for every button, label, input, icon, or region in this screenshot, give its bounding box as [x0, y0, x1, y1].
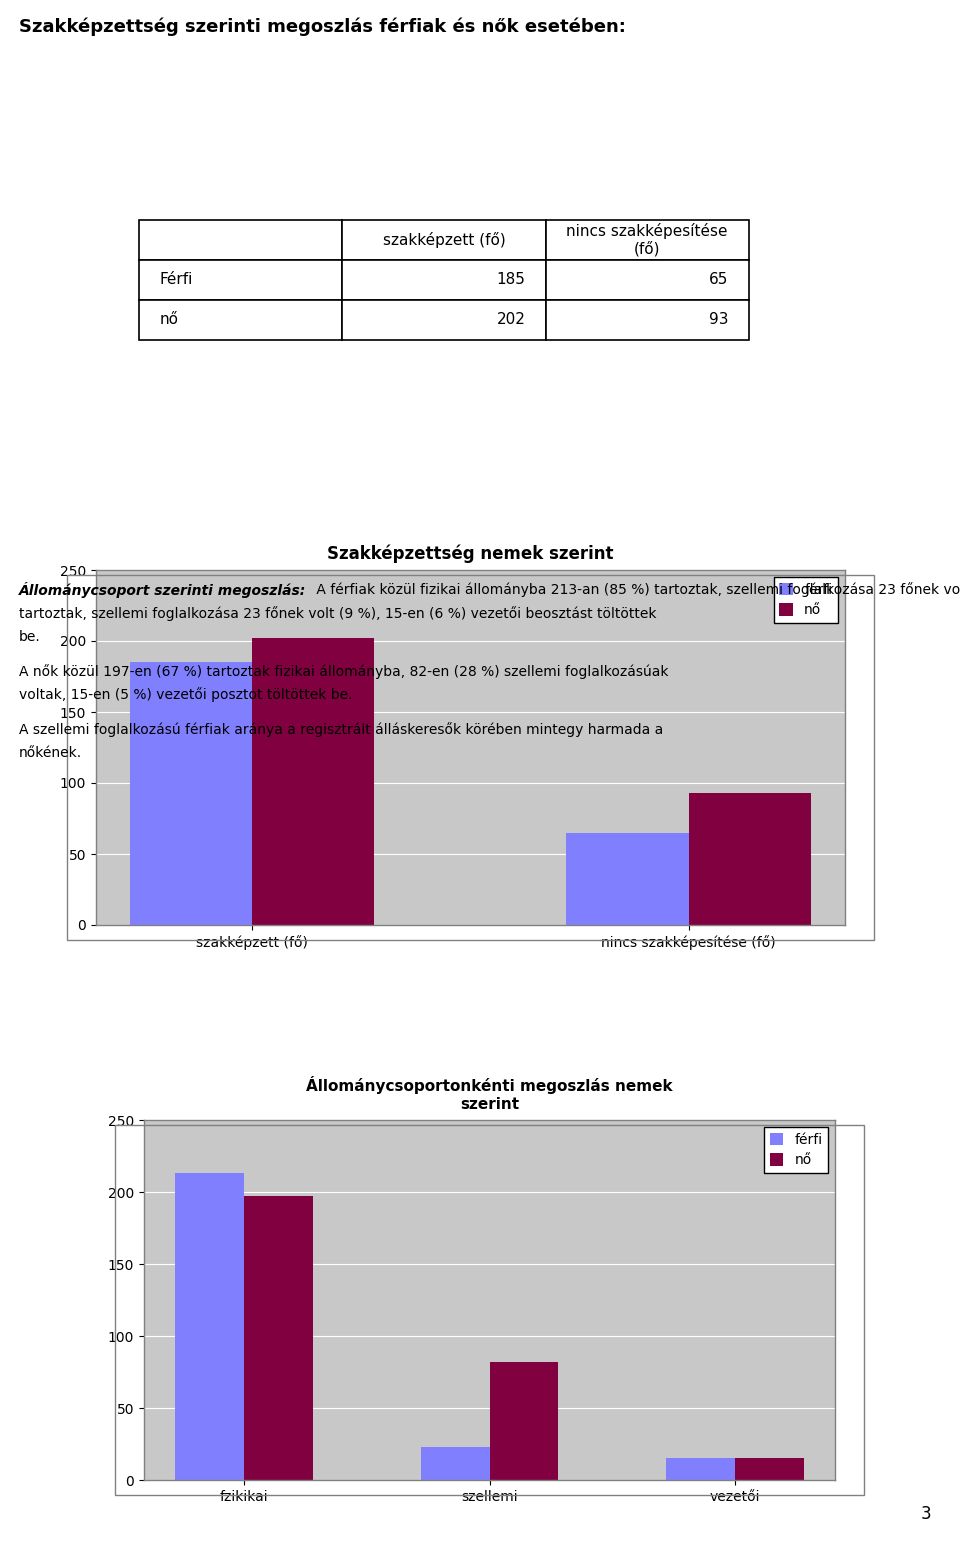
Bar	[176, 1173, 244, 1479]
Text: be.: be.	[19, 630, 41, 644]
Bar	[666, 1458, 735, 1479]
Bar	[735, 1458, 804, 1479]
Title: Állománycsoportonkénti megoszlás nemek
szerint: Állománycsoportonkénti megoszlás nemek s…	[306, 1077, 673, 1113]
Legend: férfi, nő: férfi, nő	[774, 576, 838, 623]
Text: A férfiak közül fizikai állományba 213-an (85 %) tartoztak, szellemi foglalkozás: A férfiak közül fizikai állományba 213-a…	[312, 582, 960, 596]
Bar	[244, 1196, 313, 1479]
Text: Állománycsoport szerinti megoszlás:: Állománycsoport szerinti megoszlás:	[19, 582, 306, 598]
Text: voltak, 15-en (5 %) vezetői posztot töltöttek be.: voltak, 15-en (5 %) vezetői posztot tölt…	[19, 687, 352, 703]
Bar	[420, 1447, 490, 1479]
Bar	[490, 1362, 559, 1479]
Text: tartoztak, szellemi foglalkozása 23 főnek volt (9 %), 15-en (6 %) vezetői beoszt: tartoztak, szellemi foglalkozása 23 főne…	[19, 606, 657, 621]
Bar	[566, 832, 688, 925]
Legend: férfi, nő: férfi, nő	[764, 1126, 828, 1173]
Text: A nők közül 197-en (67 %) tartoztak fizikai állományba, 82-en (28 %) szellemi fo: A nők közül 197-en (67 %) tartoztak fizi…	[19, 664, 669, 678]
Bar	[130, 663, 252, 925]
Title: Szakképzettség nemek szerint: Szakképzettség nemek szerint	[327, 544, 613, 562]
Text: A szellemi foglalkozású férfiak aránya a regisztrált álláskeresők körében minteg: A szellemi foglalkozású férfiak aránya a…	[19, 723, 663, 737]
Bar	[688, 794, 811, 925]
Text: Szakképzettség szerinti megoszlás férfiak és nők esetében:: Szakképzettség szerinti megoszlás férfia…	[19, 18, 626, 37]
Text: nőkének.: nőkének.	[19, 746, 83, 760]
Text: 3: 3	[921, 1504, 931, 1523]
Bar	[252, 638, 374, 925]
